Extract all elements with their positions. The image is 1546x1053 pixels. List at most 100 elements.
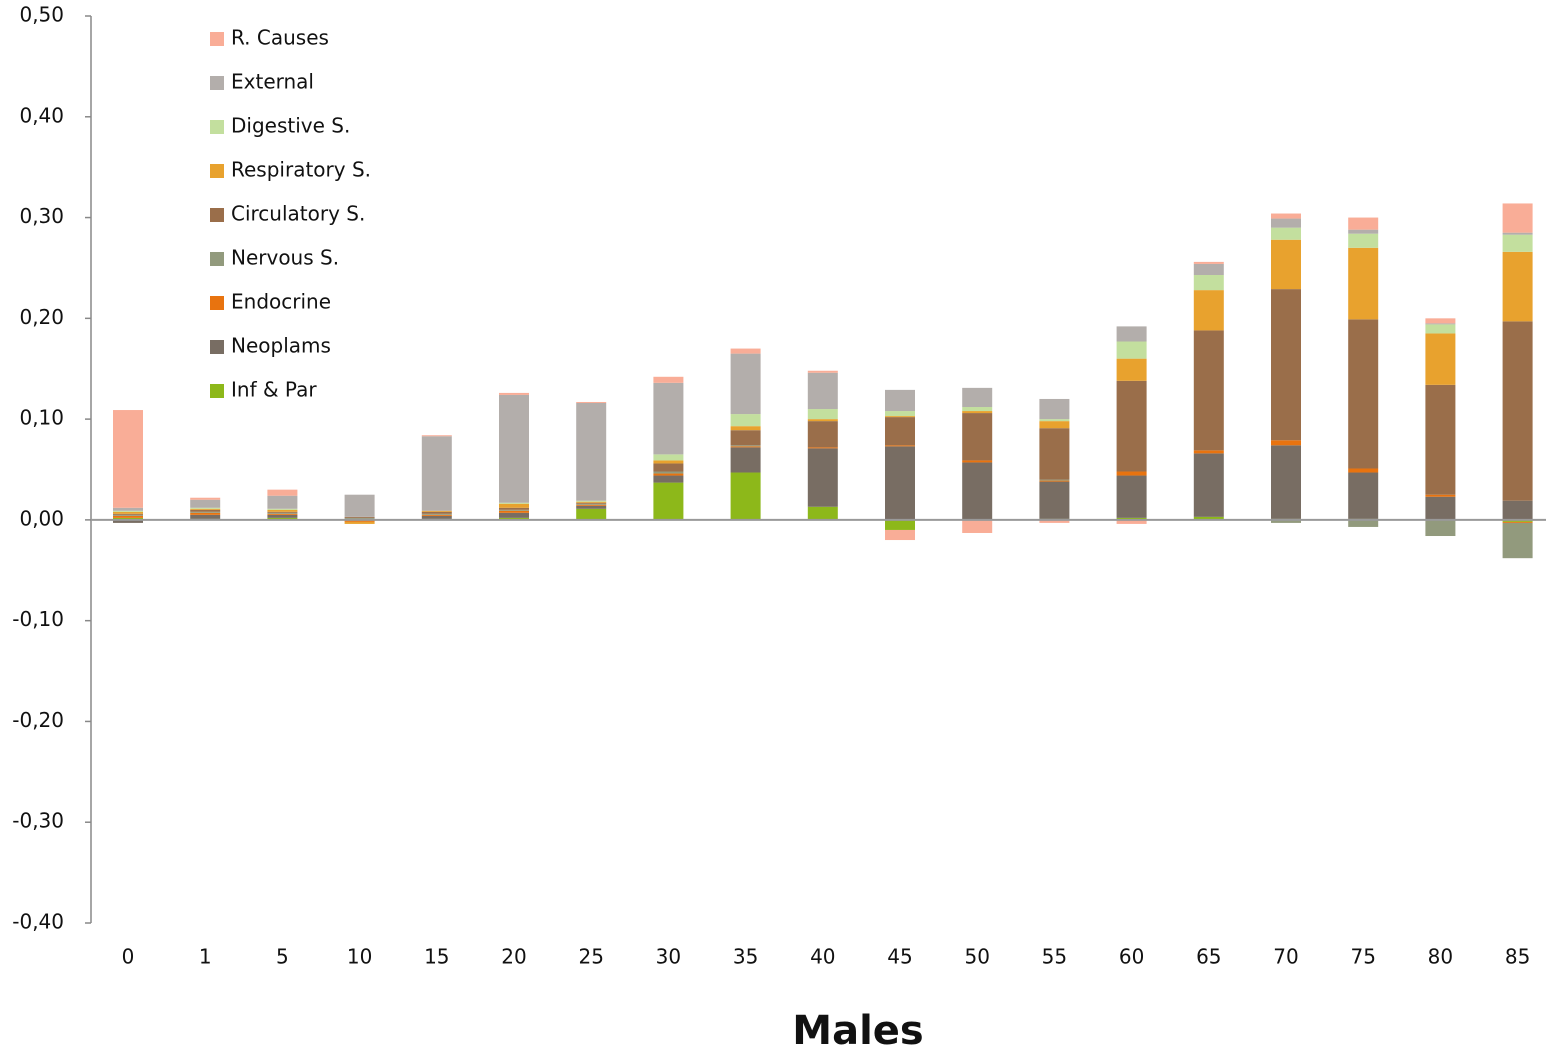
bar-segment [113, 510, 143, 512]
bar-segment [1348, 519, 1379, 527]
bar-segment [885, 519, 915, 530]
bar-segment [1039, 428, 1070, 480]
bar-segment [807, 409, 838, 420]
bar-segment [1193, 261, 1224, 264]
y-tick-label: 0,10 [19, 406, 64, 430]
bar-segment [1116, 471, 1147, 476]
bar-segment [267, 509, 298, 512]
y-tick-label: 0,30 [19, 204, 64, 228]
bar-segment [576, 504, 607, 506]
bar-segment [267, 512, 298, 514]
bar-segment [1425, 323, 1456, 325]
bar-segment [499, 394, 529, 503]
bar-segment [1193, 274, 1224, 291]
legend-swatch [210, 252, 224, 266]
bar-segment [190, 507, 221, 509]
bar-segment [1425, 324, 1456, 334]
bar-segment [421, 436, 452, 511]
bar-segment [1039, 421, 1070, 429]
x-tick-label: 25 [578, 945, 603, 969]
bar-segment [1502, 232, 1533, 235]
bar-segment [1502, 203, 1533, 233]
y-tick-label: -0,20 [12, 708, 64, 732]
bar-segment [499, 507, 529, 510]
bar-segment [1425, 519, 1456, 537]
bar-segment [730, 447, 761, 473]
bar-segment [344, 517, 375, 519]
bar-segment [190, 497, 221, 500]
bar-segment [1425, 333, 1456, 385]
bar-segment [962, 519, 993, 533]
bar-segment [344, 494, 375, 517]
bar-segment [1116, 475, 1147, 518]
bar-segment [1039, 480, 1070, 482]
bar-segment [344, 516, 375, 518]
bar-segment [730, 426, 761, 431]
bar-segment [190, 514, 221, 519]
bar-segment [807, 372, 838, 410]
legend-label: Inf & Par [231, 378, 317, 402]
bar-segment [1039, 419, 1070, 422]
y-tick-label: 0,00 [19, 506, 64, 530]
bar-segment [113, 517, 143, 520]
bar-segment [113, 519, 143, 523]
bar-segment [1502, 321, 1533, 501]
bar-segment [962, 387, 993, 408]
y-tick-label: 0,50 [19, 3, 64, 27]
bar-segment [576, 502, 607, 504]
bar-segment [730, 414, 761, 427]
bar-segment [576, 501, 607, 503]
x-tick-label: 30 [656, 945, 681, 969]
bar-segment [653, 473, 684, 476]
bar-segment [885, 411, 915, 417]
x-tick-label: 35 [733, 945, 758, 969]
bar-segment [267, 508, 298, 510]
bar-segment [267, 514, 298, 518]
bar-segment [1425, 384, 1456, 495]
bar-segment [885, 417, 915, 446]
y-tick-label: -0,10 [12, 607, 64, 631]
bar-segment [1193, 290, 1224, 331]
legend-swatch [210, 384, 224, 398]
chart-title: Males [792, 1008, 923, 1053]
legend-label: Endocrine [231, 290, 331, 314]
bar-segment [190, 499, 221, 508]
bar-segment [653, 471, 684, 474]
bar-segment [113, 513, 143, 515]
bar-segment [1271, 218, 1301, 228]
bar-segment [962, 411, 993, 414]
bar-segment [1348, 233, 1379, 248]
legend-swatch [210, 208, 224, 222]
x-tick-label: 15 [424, 945, 449, 969]
bar-segment [1193, 263, 1224, 275]
bar-segment [1425, 318, 1456, 324]
bar-segment [807, 448, 838, 507]
bar-segment [1116, 358, 1147, 381]
bar-segment [962, 407, 993, 412]
x-tick-label: 40 [810, 945, 835, 969]
bar-segment [1193, 330, 1224, 451]
bar-segment [421, 515, 452, 519]
bar-segment [1348, 217, 1379, 230]
bar-segment [1193, 453, 1224, 517]
bar-segment [962, 460, 993, 463]
x-tick-label: 65 [1196, 945, 1221, 969]
y-tick-label: 0,40 [19, 103, 64, 127]
legend-swatch [210, 296, 224, 310]
bar-segment [1271, 445, 1301, 519]
bar-segment [653, 382, 684, 455]
bar-segment [1271, 239, 1301, 290]
bar-segment [962, 462, 993, 520]
bar-segment [1039, 479, 1070, 481]
x-tick-label: 20 [501, 945, 526, 969]
bar-segment [1502, 522, 1533, 559]
legend-swatch [210, 32, 224, 46]
bar-segment [421, 435, 452, 437]
bar-segment [1502, 251, 1533, 322]
bar-segment [421, 511, 452, 514]
y-tick-label: -0,40 [12, 910, 64, 934]
bar-segment [807, 419, 838, 422]
x-tick-label: 1 [199, 945, 212, 969]
x-tick-label: 55 [1042, 945, 1067, 969]
bar-segment [576, 401, 607, 403]
